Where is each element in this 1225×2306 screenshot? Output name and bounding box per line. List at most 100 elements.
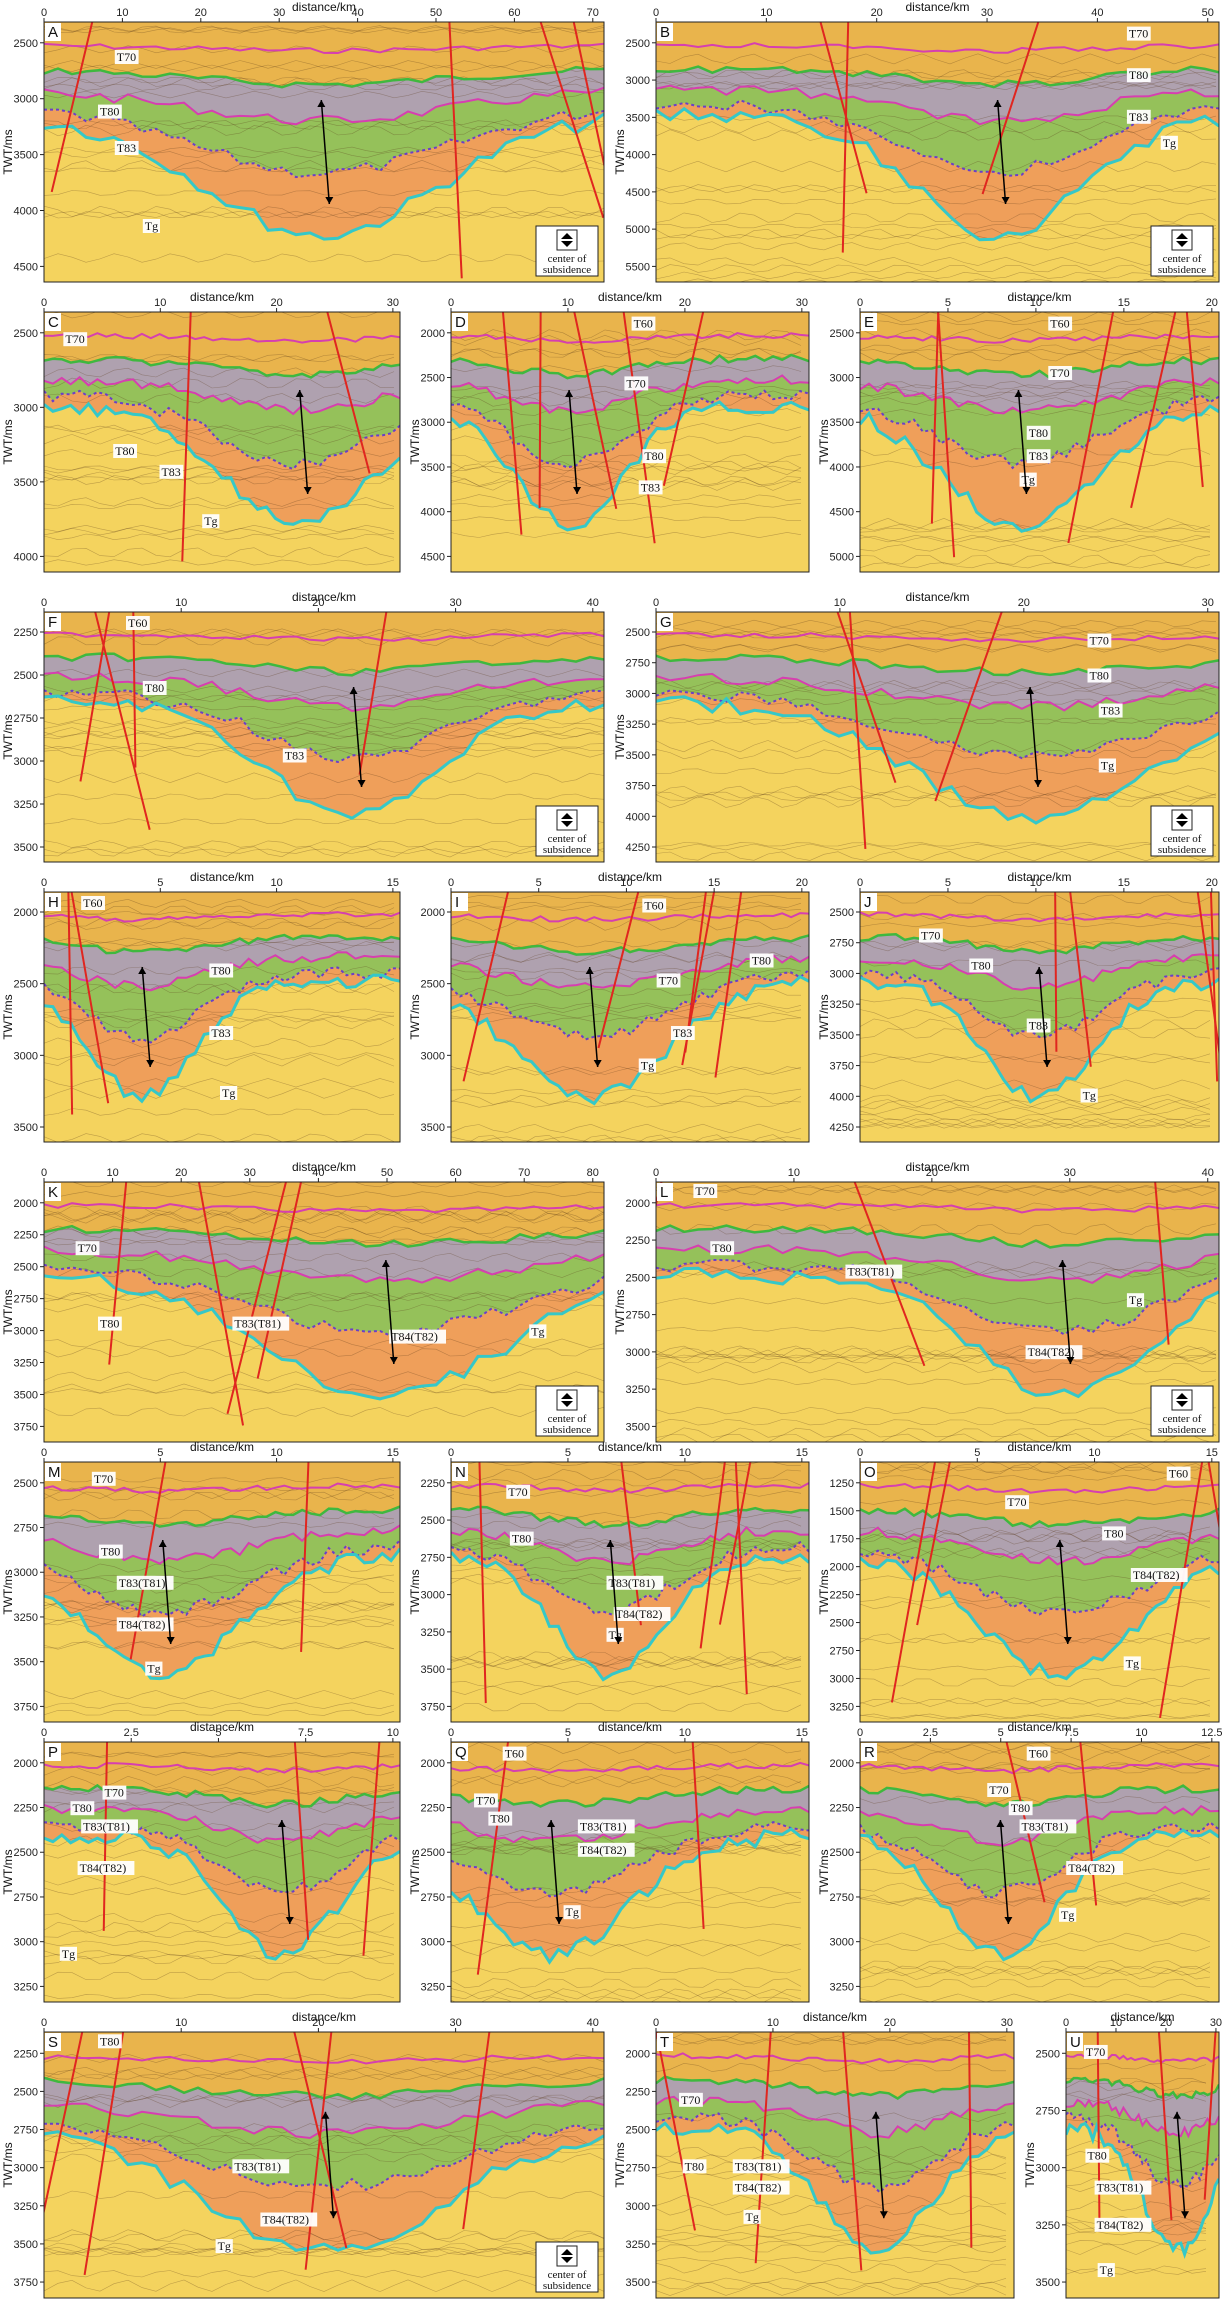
thickness-arrow <box>1176 2111 1186 2219</box>
horizon-line <box>860 1526 1219 1566</box>
x-tick-label: 50 <box>381 1167 393 1179</box>
y-tick-label: 2750 <box>830 938 854 950</box>
y-tick-label: 4000 <box>626 811 650 823</box>
fault-line <box>501 312 523 535</box>
x-axis-title: distance/km <box>292 0 356 14</box>
x-axis-title: distance/km <box>190 290 254 304</box>
x-tick-label: 30 <box>1001 2017 1013 2029</box>
thickness-arrow <box>609 1539 620 1645</box>
x-tick-label: 20 <box>1018 597 1030 609</box>
fault-line <box>94 612 151 830</box>
horizon-line <box>44 86 604 126</box>
y-tick-label: 2250 <box>626 1235 650 1247</box>
x-tick-label: 5 <box>565 1727 571 1739</box>
svg-text:center of: center of <box>548 2269 587 2281</box>
horizon-line <box>451 954 809 989</box>
y-tick-label: 2000 <box>14 1758 38 1770</box>
horizon-line <box>656 2075 1014 2100</box>
horizon-line <box>656 84 1219 126</box>
x-tick-label: 30 <box>1202 597 1214 609</box>
y-tick-label: 4000 <box>830 462 854 474</box>
y-tick-label: 2000 <box>830 1562 854 1574</box>
fault-line <box>304 2032 333 2270</box>
panel-o-section: distance/km TWT/ms 0 5 10 15 1250 1500 1750 2000 2… <box>817 1440 1220 1723</box>
y-tick-label: 2500 <box>14 38 38 50</box>
y-tick-label: 3000 <box>830 1673 854 1685</box>
panel-label: R <box>864 1744 875 1761</box>
panel-p-section: distance/km TWT/ms 0 2.5 5 7.5 10 2000 2250 2500 2… <box>1 1720 401 2003</box>
horizon-label: T83(T81) <box>847 1265 894 1279</box>
horizon-line <box>451 974 809 1106</box>
horizon-label: T84(T82) <box>580 1843 627 1857</box>
y-axis-title: TWT/ms <box>1 1849 15 1894</box>
horizon-label: T80 <box>752 954 771 968</box>
y-tick-label: 2500 <box>14 979 38 991</box>
panel-label: L <box>660 1184 668 1201</box>
horizon-label: T83(T81) <box>735 2159 782 2173</box>
y-axis-title: TWT/ms <box>1 1289 15 1334</box>
horizon-line <box>860 1507 1219 1529</box>
x-tick-label: 15 <box>796 1447 808 1459</box>
y-tick-label: 2500 <box>421 1515 445 1527</box>
fault-line <box>462 2032 491 2230</box>
panel-f-section: distance/km TWT/ms 0 10 20 30 40 2250 2500 2750 30… <box>1 590 605 863</box>
x-tick-label: 40 <box>587 2017 599 2029</box>
horizon-label: T80 <box>1090 669 1109 683</box>
horizon-label: Tg <box>1061 1908 1074 1922</box>
horizon-line <box>451 400 809 532</box>
x-axis-title: distance/km <box>1110 2010 1174 2024</box>
y-tick-label: 3500 <box>1036 2277 1060 2289</box>
panel-label: O <box>864 1464 876 1481</box>
panel-f: distance/km TWT/ms 0 10 20 30 40 2250 2500 2750 30… <box>0 590 610 870</box>
horizon-line <box>44 1224 604 1248</box>
panel-d: distance/km TWT/ms 0 10 20 30 2000 2500 3000 3500… <box>407 290 815 580</box>
x-tick-label: 10 <box>175 597 187 609</box>
fault-line <box>132 612 137 768</box>
x-tick-label: 10 <box>154 297 166 309</box>
x-tick-label: 50 <box>430 7 442 19</box>
x-tick-label: 5 <box>974 1447 980 1459</box>
y-tick-label: 3250 <box>14 2201 38 2213</box>
horizon-line <box>656 106 1219 242</box>
fault-line <box>916 1462 951 1626</box>
horizon-label: T70 <box>1050 366 1069 380</box>
y-tick-label: 3000 <box>14 1326 38 1338</box>
x-tick-label: 10 <box>834 597 846 609</box>
panel-label: U <box>1070 2034 1081 2051</box>
x-tick-label: 40 <box>351 7 363 19</box>
x-tick-label: 10 <box>788 1167 800 1179</box>
horizon-label: T84(T82) <box>616 1607 663 1621</box>
horizon-label: T60 <box>644 899 663 913</box>
y-tick-label: 3500 <box>421 1122 445 1134</box>
y-tick-label: 2500 <box>626 2125 650 2137</box>
panel-s-section: distance/km TWT/ms 0 10 20 30 40 2250 2500 2750 30… <box>1 2010 605 2299</box>
y-tick-label: 3000 <box>626 1347 650 1359</box>
horizon-label: T84(T82) <box>735 2181 782 2195</box>
x-tick-label: 7.5 <box>1063 1727 1078 1739</box>
panel-label: F <box>48 614 57 631</box>
fault-line <box>930 312 940 524</box>
y-tick-label: 2000 <box>421 1758 445 1770</box>
horizon-label: T80 <box>1011 1801 1030 1815</box>
horizon-line <box>860 333 1219 344</box>
panel-label: B <box>660 24 670 41</box>
y-tick-label: 3000 <box>14 756 38 768</box>
horizon-line <box>44 1482 400 1495</box>
y-tick-label: 3750 <box>830 1061 854 1073</box>
horizon-line <box>44 933 400 955</box>
y-tick-label: 3000 <box>1036 2163 1060 2175</box>
panel-h-section: distance/km TWT/ms 0 5 10 15 2000 2500 3000 3500 H… <box>1 870 401 1143</box>
horizon-line <box>860 1828 1219 1962</box>
y-tick-label: 2000 <box>421 328 445 340</box>
y-axis-title: TWT/ms <box>1 419 15 464</box>
horizon-label: T70 <box>78 1241 97 1255</box>
x-tick-label: 10 <box>1030 297 1042 309</box>
horizon-line <box>656 689 1219 760</box>
y-tick-label: 3000 <box>421 1050 445 1062</box>
y-tick-label: 3500 <box>14 150 38 162</box>
horizon-line <box>1066 2076 1219 2100</box>
y-tick-label: 3000 <box>14 94 38 106</box>
thickness-arrow <box>281 1819 291 1925</box>
x-tick-label: 30 <box>1064 1167 1076 1179</box>
horizon-line <box>44 332 400 344</box>
